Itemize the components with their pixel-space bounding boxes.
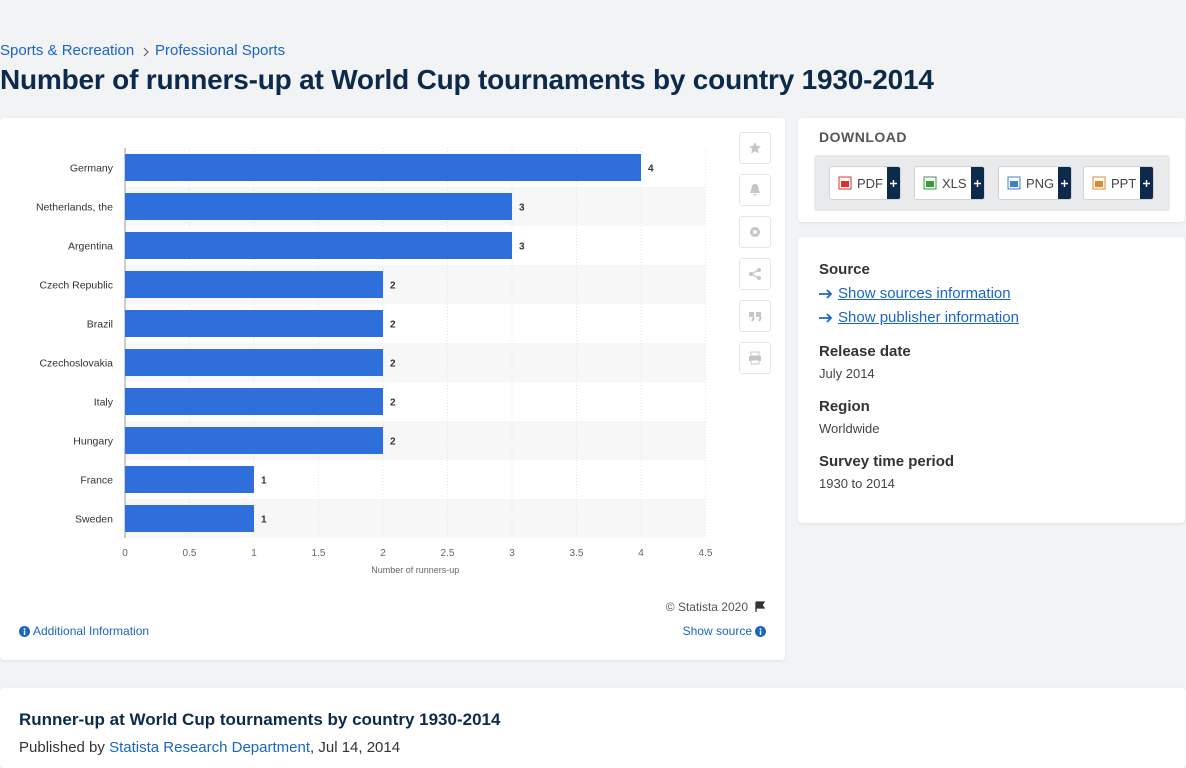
file-icon [923,176,937,190]
x-tick-label: 2.5 [441,548,455,559]
alert-button[interactable] [739,174,771,206]
settings-button[interactable] [739,216,771,248]
copyright: © Statista 2020 [665,600,748,614]
publisher-link-text[interactable]: Show publisher information [838,309,1019,326]
y-tick-label: Italy [94,397,114,409]
bar [125,154,641,181]
y-tick-label: Sweden [75,514,113,526]
bar [125,388,383,415]
bar [125,505,254,532]
y-tick-label: Czech Republic [39,280,113,292]
download-button[interactable]: PNG [998,166,1072,200]
publisher-link[interactable]: Show publisher information [819,309,1019,326]
period-label: Survey time period [819,453,955,470]
breadcrumb-link[interactable]: Professional Sports [155,42,286,59]
x-tick-label: 1 [251,548,257,559]
y-tick-label: Czechoslovakia [39,358,113,370]
bar [125,466,254,493]
share-button[interactable] [739,258,771,290]
published-line: Published by Statista Research Departmen… [19,739,400,756]
y-tick-label: Netherlands, the [36,202,113,214]
arrow-icon [819,288,833,299]
x-tick-label: 0.5 [183,548,197,559]
file-icon [1007,176,1021,190]
y-tick-label: France [80,475,113,487]
bar [125,271,383,298]
x-tick-label: 0 [122,548,128,559]
y-tick-label: Brazil [87,319,113,331]
value-label: 3 [519,242,525,253]
cite-button[interactable] [739,300,771,332]
breadcrumb-link[interactable]: Sports & Recreation [0,42,135,59]
additional-info-link[interactable]: Additional Information [33,624,150,638]
format-label[interactable]: PNG [1026,175,1055,191]
published-prefix: Published by [19,739,105,756]
add-icon[interactable] [971,167,984,199]
x-tick-label: 3.5 [570,548,584,559]
x-tick-label: 3 [509,548,515,559]
download-button[interactable]: PPT [1083,166,1154,200]
download-title: DOWNLOAD [819,129,907,145]
format-label[interactable]: XLS [942,175,967,191]
report-icon[interactable] [754,601,766,613]
release-label: Release date [819,343,911,360]
value-label: 2 [390,281,396,292]
page-title: Number of runners-up at World Cup tourna… [0,64,934,95]
period-value: 1930 to 2014 [819,476,895,491]
add-icon[interactable] [887,167,900,199]
favorite-button[interactable] [739,132,771,164]
download-button[interactable]: XLS [914,166,985,200]
x-tick-label: 2 [380,548,386,559]
file-icon [1092,176,1106,190]
y-tick-label: Argentina [68,241,113,253]
description-title: Runner-up at World Cup tournaments by co… [19,710,501,729]
x-tick-label: 1.5 [312,548,326,559]
add-icon[interactable] [1058,167,1071,199]
y-tick-label: Hungary [73,436,113,448]
y-tick-label: Germany [70,163,114,175]
chart: 0 0.5 1 1.5 2 2.5 3 3.5 4 4.5 Number of runners-up… [36,148,713,575]
publisher-link[interactable]: Statista Research Department [109,739,311,756]
bar [125,427,383,454]
details-card [798,237,1185,523]
show-source-link[interactable]: Show source [682,624,752,638]
sources-link-text[interactable]: Show sources information [838,285,1011,302]
format-label[interactable]: PDF [857,175,883,191]
published-date: , Jul 14, 2014 [310,739,401,756]
print-button[interactable] [739,342,771,374]
breadcrumb-separator [143,47,149,57]
format-label[interactable]: PPT [1111,175,1137,191]
bar [125,232,512,259]
sources-link[interactable]: Show sources information [819,285,1011,302]
add-icon[interactable] [1140,167,1153,199]
value-label: 2 [390,320,396,331]
x-axis-title: Number of runners-up [371,565,459,575]
file-icon [838,176,852,190]
value-label: 2 [390,398,396,409]
description-card [0,688,1186,768]
value-label: 1 [261,515,267,526]
value-label: 2 [390,437,396,448]
value-label: 3 [519,203,525,214]
release-value: July 2014 [819,366,875,381]
x-tick-label: 4.5 [699,548,713,559]
download-button[interactable]: PDF [829,166,901,200]
bar [125,193,512,220]
arrow-icon [819,312,833,323]
value-label: 2 [390,359,396,370]
region-value: Worldwide [819,421,880,436]
source-label: Source [819,261,870,278]
value-label: 1 [261,476,267,487]
region-label: Region [819,398,870,415]
bar [125,349,383,376]
info-icon [19,626,30,637]
x-tick-label: 4 [638,548,644,559]
info-icon [755,626,766,637]
bar [125,310,383,337]
value-label: 4 [648,164,654,175]
